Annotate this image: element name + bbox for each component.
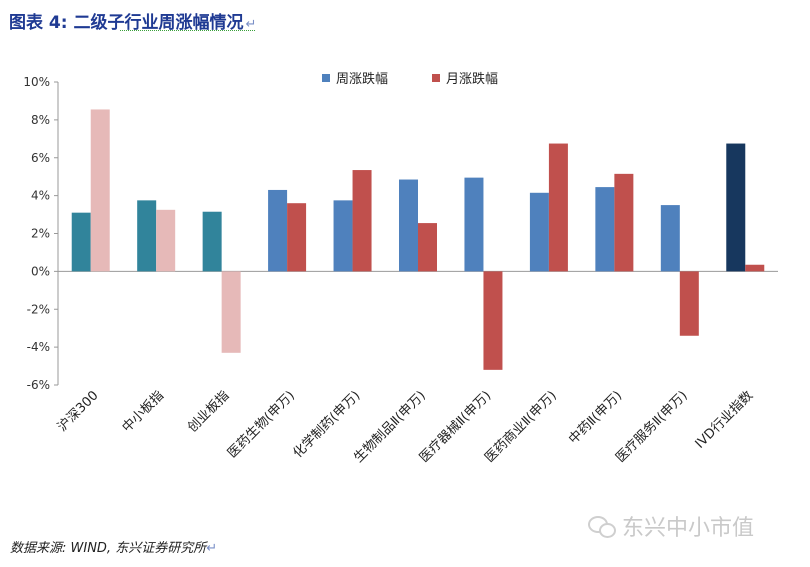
legend-label: 周涨跌幅 xyxy=(336,71,388,87)
bar-weekly xyxy=(464,177,484,272)
source-text: 数据来源: WIND, 东兴证券研究所 xyxy=(10,541,207,556)
x-category-label: IVD行业指数 xyxy=(693,388,756,451)
title-underline xyxy=(120,30,255,31)
source-note: 数据来源: WIND, 东兴证券研究所↵ xyxy=(10,537,217,556)
y-tick-label: 2% xyxy=(31,227,50,241)
bar-monthly xyxy=(352,170,372,272)
watermark: 东兴中小市值 xyxy=(588,510,754,542)
bar-monthly xyxy=(614,173,634,272)
bar-monthly xyxy=(418,223,437,272)
bar-weekly xyxy=(595,187,615,272)
bar-monthly xyxy=(287,203,307,272)
y-tick-label: 10% xyxy=(23,75,50,89)
bar-monthly xyxy=(483,271,503,370)
bar-weekly xyxy=(529,192,549,272)
y-tick-label: 4% xyxy=(31,189,50,203)
x-category-label: 化学制药(申万) xyxy=(290,388,364,462)
bar-weekly xyxy=(399,179,418,272)
bar-monthly xyxy=(221,271,241,353)
y-tick-label: 6% xyxy=(31,151,50,165)
y-tick-label: -2% xyxy=(27,302,50,316)
legend-label: 月涨跌幅 xyxy=(446,71,498,87)
bar-weekly xyxy=(137,200,157,272)
bar-monthly xyxy=(679,271,699,336)
x-category-label: 医药商业Ⅱ(申万) xyxy=(482,388,559,465)
bar-weekly xyxy=(333,200,353,272)
return-mark-icon: ↵ xyxy=(245,17,257,32)
x-category-label: 沪深300 xyxy=(54,388,101,435)
bar-weekly xyxy=(71,212,91,272)
y-tick-label: -4% xyxy=(27,340,50,354)
figure-title-text: 图表 4: 二级子行业周涨幅情况 xyxy=(9,13,244,33)
y-tick-label: -6% xyxy=(27,378,50,392)
legend-swatch xyxy=(432,74,440,82)
x-category-label: 医药生物(申万) xyxy=(225,388,298,461)
y-tick-label: 0% xyxy=(31,264,50,278)
bar-monthly xyxy=(548,143,568,272)
legend-swatch xyxy=(322,74,330,82)
bar-monthly xyxy=(156,209,176,272)
bar-weekly xyxy=(202,211,222,272)
bar-weekly xyxy=(726,143,746,272)
wechat-icon xyxy=(588,514,616,538)
bar-monthly xyxy=(745,264,765,272)
bar-weekly xyxy=(268,189,288,272)
figure-title: 图表 4: 二级子行业周涨幅情况 ↵ xyxy=(9,8,256,33)
bar-weekly xyxy=(660,205,680,272)
watermark-text: 东兴中小市值 xyxy=(622,516,755,541)
bar-monthly xyxy=(90,109,110,272)
x-category-label: 中药Ⅱ(申万) xyxy=(566,388,625,447)
y-tick-label: 8% xyxy=(31,113,50,127)
return-mark-icon: ↵ xyxy=(206,541,218,556)
x-category-label: 创业板指 xyxy=(185,388,232,435)
x-category-label: 中小板指 xyxy=(120,388,167,435)
